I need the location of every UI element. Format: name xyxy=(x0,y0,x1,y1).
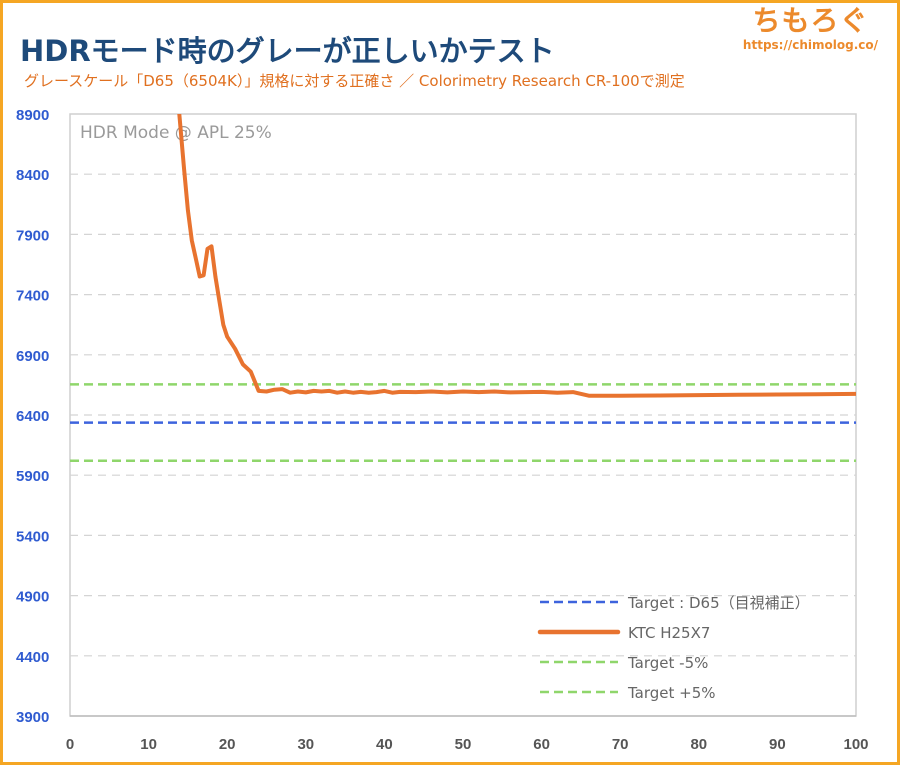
x-tick-label: 70 xyxy=(612,736,629,753)
y-tick-label: 6900 xyxy=(16,348,49,365)
chart-annotation: HDR Mode @ APL 25% xyxy=(80,123,272,143)
x-tick-label: 30 xyxy=(297,736,314,753)
x-tick-label: 90 xyxy=(769,736,786,753)
legend-label: KTC H25X7 xyxy=(628,624,710,642)
x-tick-label: 80 xyxy=(690,736,707,753)
y-tick-label: 5400 xyxy=(16,528,49,545)
x-tick-label: 50 xyxy=(455,736,472,753)
chart-title: HDRモード時のグレーが正しいかテスト xyxy=(20,34,555,68)
chart-subtitle: グレースケール「D65（6504K）」規格に対する正確さ ／ Colorimet… xyxy=(24,72,685,90)
brand-url: https://chimolog.co/ xyxy=(742,38,878,52)
y-tick-label: 4400 xyxy=(16,649,49,666)
y-tick-label: 8900 xyxy=(16,107,49,124)
x-tick-label: 100 xyxy=(843,736,868,753)
x-tick-label: 20 xyxy=(219,736,236,753)
series-line xyxy=(177,114,856,398)
x-tick-label: 40 xyxy=(376,736,393,753)
y-tick-label: 4900 xyxy=(16,589,49,606)
x-tick-label: 10 xyxy=(140,736,157,753)
y-tick-label: 7400 xyxy=(16,288,49,305)
y-tick-label: 5900 xyxy=(16,468,49,485)
x-tick-label: 0 xyxy=(66,736,74,753)
y-tick-label: 3900 xyxy=(16,709,49,726)
y-tick-label: 6400 xyxy=(16,408,49,425)
legend-label: Target : D65（目視補正） xyxy=(627,594,810,612)
legend-label: Target -5% xyxy=(627,654,708,672)
brand-logo: ちもろぐ https://chimolog.co/ xyxy=(743,4,878,52)
y-tick-label: 8400 xyxy=(16,167,49,184)
y-tick-label: 7900 xyxy=(16,227,49,244)
legend-label: Target +5% xyxy=(627,684,716,702)
x-tick-label: 60 xyxy=(533,736,550,753)
brand-name: ちもろぐ xyxy=(752,4,869,37)
